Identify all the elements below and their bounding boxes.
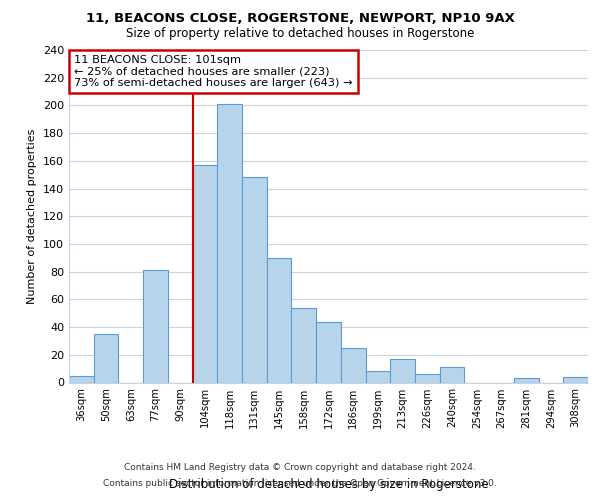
Bar bbox=[514, 378, 539, 382]
Bar bbox=[292, 308, 316, 382]
Bar bbox=[415, 374, 440, 382]
Text: Size of property relative to detached houses in Rogerstone: Size of property relative to detached ho… bbox=[126, 28, 474, 40]
Bar bbox=[94, 334, 118, 382]
Y-axis label: Number of detached properties: Number of detached properties bbox=[28, 128, 37, 304]
Bar bbox=[217, 104, 242, 382]
Text: Contains HM Land Registry data © Crown copyright and database right 2024.: Contains HM Land Registry data © Crown c… bbox=[124, 464, 476, 472]
Bar bbox=[341, 348, 365, 382]
Bar bbox=[440, 368, 464, 382]
Bar bbox=[193, 165, 217, 382]
Bar bbox=[390, 359, 415, 382]
Bar bbox=[563, 377, 588, 382]
X-axis label: Distribution of detached houses by size in Rogerstone: Distribution of detached houses by size … bbox=[169, 478, 488, 490]
Bar bbox=[316, 322, 341, 382]
Text: 11, BEACONS CLOSE, ROGERSTONE, NEWPORT, NP10 9AX: 11, BEACONS CLOSE, ROGERSTONE, NEWPORT, … bbox=[86, 12, 514, 26]
Bar bbox=[242, 178, 267, 382]
Bar bbox=[267, 258, 292, 382]
Text: Contains public sector information licensed under the Open Government Licence v3: Contains public sector information licen… bbox=[103, 478, 497, 488]
Bar bbox=[143, 270, 168, 382]
Bar bbox=[365, 372, 390, 382]
Text: 11 BEACONS CLOSE: 101sqm
← 25% of detached houses are smaller (223)
73% of semi-: 11 BEACONS CLOSE: 101sqm ← 25% of detach… bbox=[74, 55, 353, 88]
Bar bbox=[69, 376, 94, 382]
